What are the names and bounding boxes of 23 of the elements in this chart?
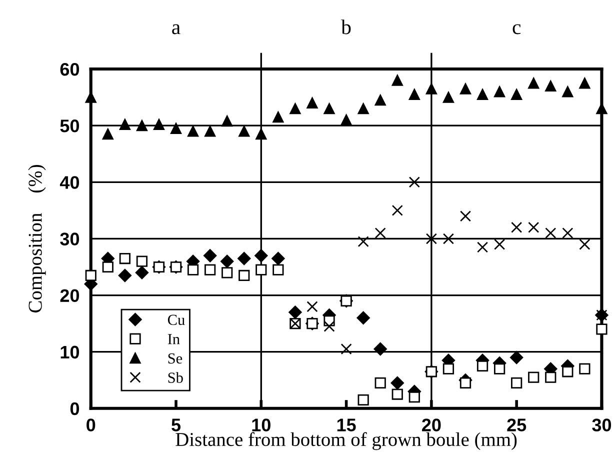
y-tick-label: 10 (60, 346, 80, 359)
text: a (172, 24, 180, 34)
x-tick-label: 0 (86, 418, 96, 432)
y-tick-label: 30 (60, 232, 80, 246)
x-tick-label: 25 (507, 418, 526, 432)
y-tick-label: 60 (60, 62, 80, 76)
x-axis-title: Distance from bottom of grown boule (mm) (176, 432, 517, 450)
text: c (512, 24, 521, 34)
y-axis-title: Composition (%) (28, 165, 46, 312)
legend-label: Cu (168, 314, 185, 326)
legend-label: Sb (168, 372, 183, 383)
y-tick-label: 40 (60, 176, 80, 189)
y-tick-label: 20 (60, 289, 80, 302)
x-tick-label: 10 (252, 418, 270, 432)
x-tick-label: 30 (592, 418, 612, 432)
y-tick-label: 50 (60, 120, 80, 132)
x-tick-label: 15 (337, 418, 356, 432)
x-tick-label: 5 (172, 418, 181, 432)
text: b (341, 20, 351, 34)
x-tick-label: 20 (422, 418, 441, 432)
legend-label: In (168, 334, 180, 344)
y-tick-label: 0 (70, 402, 80, 416)
legend-label: Se (168, 353, 182, 364)
